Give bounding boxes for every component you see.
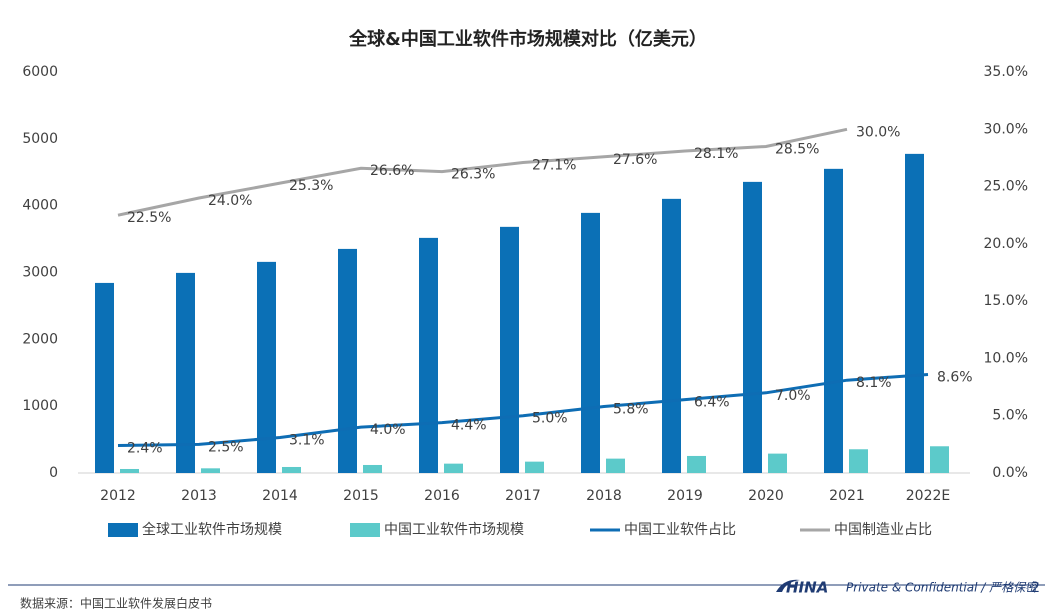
data-label: 27.1% (532, 158, 576, 174)
x-tick-label: 2022E (906, 488, 950, 504)
x-tick-label: 2018 (586, 488, 622, 504)
data-label: 25.3% (289, 178, 333, 194)
y2-tick-label: 10.0% (984, 350, 1028, 366)
x-tick-label: 2017 (505, 488, 541, 504)
bar (444, 463, 463, 473)
y-tick-label: 2000 (22, 331, 58, 347)
line-series (117, 372, 929, 448)
x-tick-label: 2016 (424, 488, 460, 504)
bar (363, 464, 382, 473)
data-label: 28.5% (775, 141, 819, 157)
legend-swatch (350, 523, 380, 537)
chart-title: 全球&中国工业软件市场规模对比（亿美元） (348, 28, 707, 50)
data-label: 6.4% (694, 395, 730, 411)
data-label: 7.0% (775, 388, 811, 404)
footer-confidential: Private & Confidential / 严格保密 (846, 581, 1039, 595)
data-label: 22.5% (127, 210, 171, 226)
x-tick-label: 2021 (829, 488, 865, 504)
x-tick-label: 2012 (100, 488, 136, 504)
bar (849, 449, 868, 473)
bar (905, 153, 924, 473)
bar (687, 455, 706, 473)
y-tick-label: 4000 (22, 198, 58, 214)
data-label: 5.0% (532, 411, 568, 427)
bar (525, 461, 544, 473)
y2-tick-label: 25.0% (984, 179, 1028, 195)
bar (743, 181, 762, 473)
y2-tick-label: 30.0% (984, 121, 1028, 137)
bar (768, 453, 787, 473)
data-label: 26.6% (370, 163, 414, 179)
page-number: 2 (1031, 580, 1040, 596)
bar (338, 248, 357, 473)
data-label: 3.1% (289, 432, 325, 448)
y-tick-label: 1000 (22, 398, 58, 414)
data-label: 5.8% (613, 402, 649, 418)
data-label: 27.6% (613, 152, 657, 168)
data-label: 8.6% (937, 369, 973, 385)
logo-swoosh (776, 579, 800, 592)
footer-source: 数据来源：中国工业软件发展白皮书 (20, 596, 212, 611)
data-label: 30.0% (856, 124, 900, 140)
legend-label: 中国工业软件占比 (624, 522, 736, 538)
bar (606, 458, 625, 473)
data-label: 26.3% (451, 167, 495, 183)
x-tick-label: 2020 (748, 488, 784, 504)
bar (257, 261, 276, 473)
legend-label: 中国制造业占比 (834, 522, 932, 538)
legend-label: 全球工业软件市场规模 (142, 521, 282, 538)
y2-tick-label: 20.0% (984, 236, 1028, 252)
bar (419, 237, 438, 473)
bar (176, 272, 195, 473)
bar (662, 198, 681, 473)
y-tick-label: 0 (49, 465, 58, 481)
data-label: 24.0% (208, 193, 252, 209)
y2-tick-label: 5.0% (992, 408, 1028, 424)
legend-swatch (108, 523, 138, 537)
y2-tick-label: 15.0% (984, 293, 1028, 309)
bar (120, 468, 139, 473)
legend-label: 中国工业软件市场规模 (384, 521, 524, 538)
bar (500, 226, 519, 473)
data-label: 2.4% (127, 441, 163, 457)
line-series (117, 127, 848, 217)
y2-tick-label: 35.0% (984, 64, 1028, 80)
x-tick-label: 2013 (181, 488, 217, 504)
y-tick-label: 5000 (22, 131, 58, 147)
data-label: 4.4% (451, 418, 487, 434)
footer-logo: HINA (786, 579, 828, 597)
x-tick-label: 2019 (667, 488, 703, 504)
data-label: 8.1% (856, 375, 892, 391)
bar (201, 468, 220, 473)
bar (581, 212, 600, 473)
data-label: 28.1% (694, 146, 738, 162)
x-tick-label: 2014 (262, 488, 298, 504)
y2-tick-label: 0.0% (992, 465, 1028, 481)
y-tick-label: 3000 (22, 265, 58, 281)
bar (95, 282, 114, 473)
bar (282, 466, 301, 473)
x-tick-label: 2015 (343, 488, 379, 504)
bar (930, 446, 949, 473)
bar (824, 168, 843, 474)
data-label: 4.0% (370, 422, 406, 438)
y-tick-label: 6000 (22, 64, 58, 80)
data-label: 2.5% (208, 439, 244, 455)
